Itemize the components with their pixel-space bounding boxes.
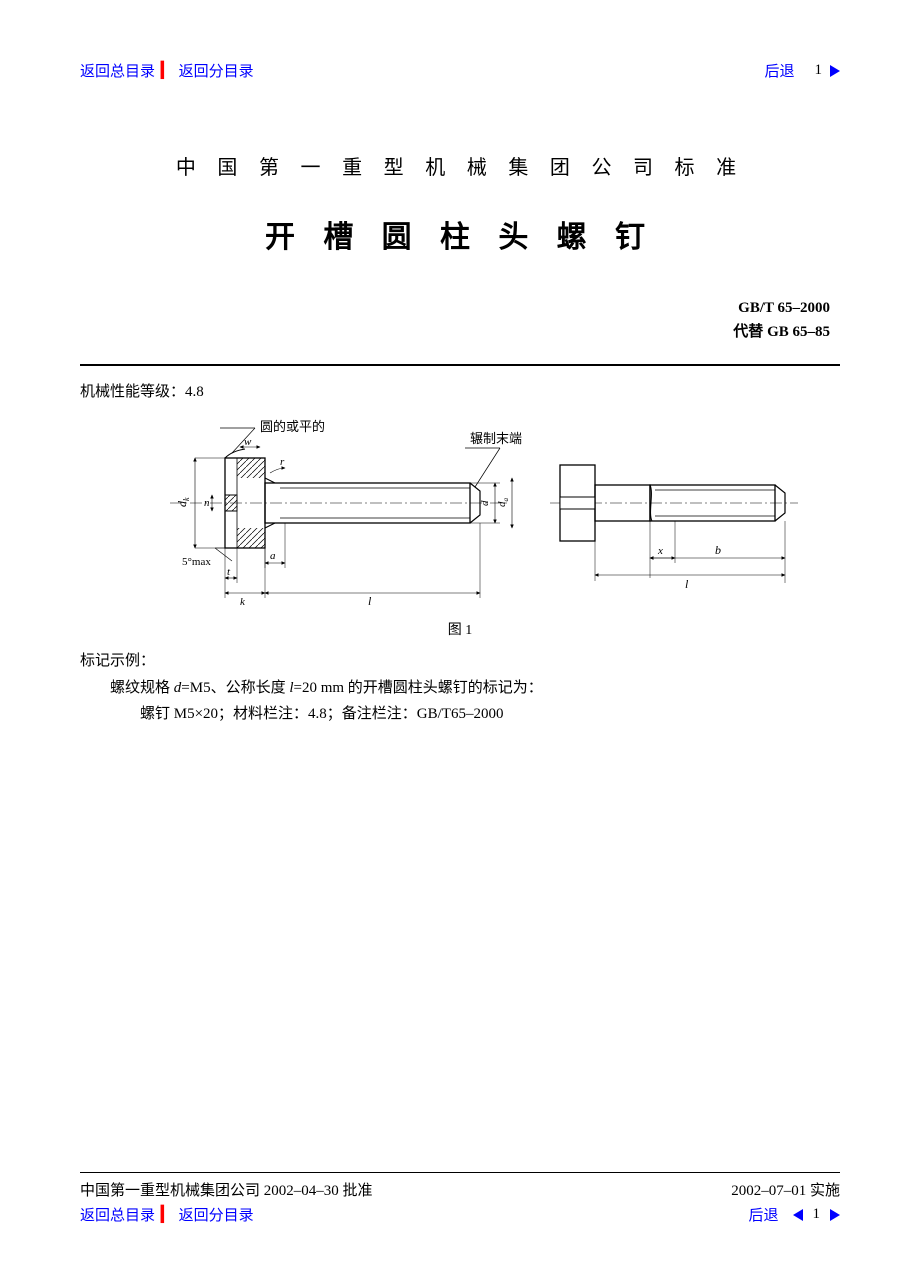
- link-back-main-top[interactable]: 返回总目录: [80, 60, 155, 81]
- standard-main: GB/T 65–2000: [80, 296, 830, 320]
- svg-text:r: r: [280, 456, 285, 468]
- rule-bottom: [80, 1172, 840, 1173]
- svg-text:t: t: [227, 566, 231, 578]
- marking-label: 标记示例：: [80, 649, 840, 670]
- svg-text:b: b: [715, 543, 721, 557]
- svg-text:k: k: [240, 596, 246, 608]
- standard-block: GB/T 65–2000 代替 GB 65–85: [80, 296, 830, 344]
- example-line-1: 螺纹规格 d=M5、公称长度 l=20 mm 的开槽圆柱头螺钉的标记为：: [110, 676, 840, 702]
- link-back-bottom[interactable]: 后退: [748, 1204, 778, 1225]
- standard-sub-code: GB 65–85: [767, 324, 830, 340]
- standard-sub: 代替 GB 65–85: [80, 320, 830, 344]
- next-page-icon-bottom[interactable]: [830, 1209, 840, 1221]
- performance-grade: 机械性能等级：4.8: [80, 380, 840, 401]
- footer-row-2: 返回总目录 ▎ 返回分目录 后退 1: [80, 1204, 840, 1225]
- figure-caption: 图 1: [448, 619, 473, 639]
- svg-text:5°max: 5°max: [182, 556, 211, 568]
- svg-text:da: da: [496, 498, 510, 508]
- svg-text:d: d: [479, 500, 491, 506]
- nav-bottom-right: 后退 1: [748, 1204, 840, 1225]
- page-number-bottom: 1: [813, 1206, 821, 1223]
- link-back-sub-bottom[interactable]: 返回分目录: [179, 1204, 254, 1225]
- ex1-p3: =20 mm 的开槽圆柱头螺钉的标记为：: [294, 680, 543, 696]
- footer-row-1: 中国第一重型机械集团公司 2002–04–30 批准 2002–07–01 实施: [80, 1179, 840, 1200]
- nav-sep-bottom: ▎: [161, 1205, 173, 1224]
- prev-page-icon[interactable]: [793, 1209, 803, 1221]
- example-line-2: 螺钉 M5×20；材料栏注：4.8；备注栏注：GB/T65–2000: [140, 702, 840, 728]
- svg-text:x: x: [657, 545, 663, 557]
- screw-diagram: 圆的或平的 辗制末端 w r dk n 5°max: [120, 413, 800, 613]
- footer: 中国第一重型机械集团公司 2002–04–30 批准 2002–07–01 实施…: [80, 1168, 840, 1225]
- link-back-main-bottom[interactable]: 返回总目录: [80, 1204, 155, 1225]
- ex1-p1: 螺纹规格: [110, 680, 174, 696]
- standard-sub-prefix: 代替: [733, 324, 767, 340]
- svg-text:w: w: [244, 436, 252, 448]
- nav-bottom-left: 返回总目录 ▎ 返回分目录: [80, 1204, 254, 1225]
- footer-approve: 中国第一重型机械集团公司 2002–04–30 批准: [80, 1179, 373, 1200]
- page-num-bottom: 1: [793, 1206, 841, 1223]
- footer-implement: 2002–07–01 实施: [731, 1179, 840, 1200]
- svg-text:a: a: [270, 550, 276, 562]
- label-rolled-end: 辗制末端: [470, 431, 522, 446]
- ex1-p2: =M5、公称长度: [181, 680, 289, 696]
- nav-sep-top: ▎: [161, 61, 173, 80]
- figure-1: 圆的或平的 辗制末端 w r dk n 5°max: [80, 413, 840, 639]
- svg-text:dk: dk: [175, 497, 191, 507]
- rule-top: [80, 364, 840, 366]
- svg-text:l: l: [685, 577, 689, 591]
- nav-top: 返回总目录 ▎ 返回分目录 后退 1: [80, 60, 840, 81]
- next-page-icon-top[interactable]: [830, 65, 840, 77]
- nav-top-left: 返回总目录 ▎ 返回分目录: [80, 60, 254, 81]
- org-title: 中 国 第 一 重 型 机 械 集 团 公 司 标 准: [80, 151, 840, 180]
- link-back-sub-top[interactable]: 返回分目录: [179, 60, 254, 81]
- nav-top-right: 后退 1: [764, 60, 840, 81]
- link-back-top[interactable]: 后退: [764, 60, 794, 81]
- page-title: 开 槽 圆 柱 头 螺 钉: [80, 212, 840, 256]
- label-round-flat: 圆的或平的: [260, 419, 325, 434]
- page-num-top: 1: [815, 62, 841, 79]
- svg-text:l: l: [368, 594, 372, 608]
- page-number-top: 1: [815, 62, 823, 79]
- svg-text:n: n: [204, 497, 210, 509]
